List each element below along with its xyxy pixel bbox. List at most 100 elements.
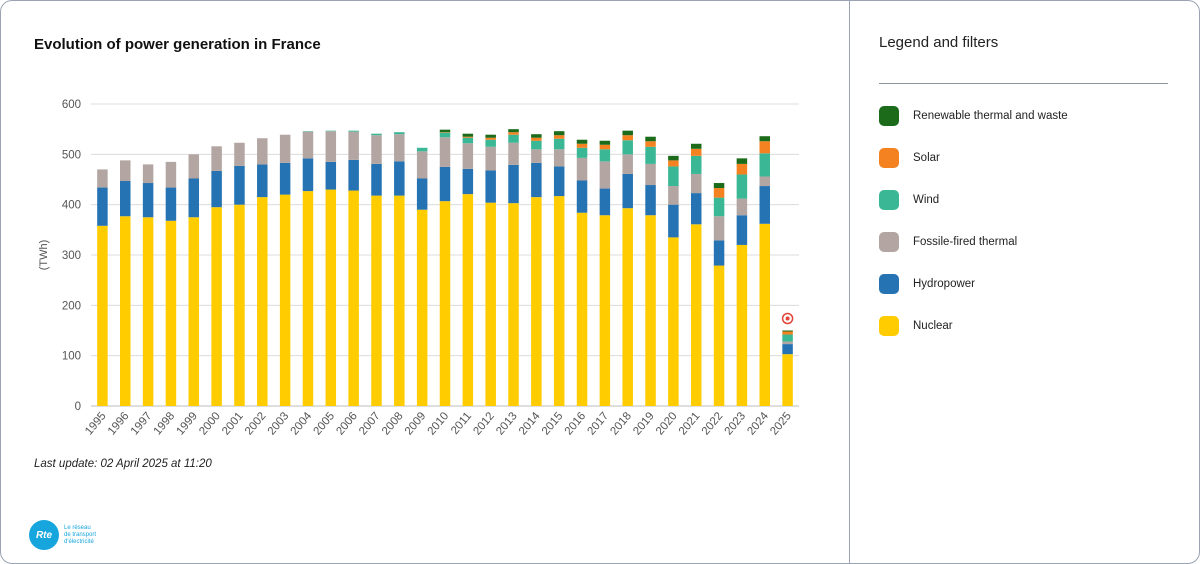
bar-segment[interactable]	[462, 136, 474, 138]
bar-segment[interactable]	[348, 159, 359, 191]
bar-segment[interactable]	[782, 331, 793, 335]
bar-segment[interactable]	[439, 132, 451, 133]
bar-segment[interactable]	[257, 164, 268, 198]
bar-segment[interactable]	[782, 354, 793, 406]
bar-segment[interactable]	[713, 265, 725, 406]
bar-stack-2006[interactable]	[348, 130, 359, 406]
bar-segment[interactable]	[325, 130, 337, 132]
bar-segment[interactable]	[234, 142, 245, 166]
bar-segment[interactable]	[485, 139, 496, 147]
bar-segment[interactable]	[188, 217, 200, 406]
bar-stack-1999[interactable]	[188, 154, 200, 406]
bar-segment[interactable]	[599, 144, 611, 150]
bar-segment[interactable]	[622, 173, 633, 209]
bar-stack-1996[interactable]	[120, 160, 131, 406]
bar-segment[interactable]	[120, 216, 131, 406]
bar-segment[interactable]	[439, 201, 451, 406]
bar-segment[interactable]	[97, 225, 108, 406]
bar-segment[interactable]	[668, 166, 679, 187]
bar-segment[interactable]	[759, 186, 770, 224]
bar-segment[interactable]	[508, 134, 519, 143]
bar-segment[interactable]	[599, 215, 611, 406]
bar-segment[interactable]	[690, 148, 702, 156]
bar-segment[interactable]	[394, 195, 405, 406]
bar-segment[interactable]	[531, 162, 542, 198]
bar-segment[interactable]	[120, 181, 131, 217]
bar-segment[interactable]	[462, 194, 474, 406]
bar-segment[interactable]	[622, 140, 633, 155]
legend-filter-wind[interactable]: Wind	[879, 179, 1179, 221]
bar-segment[interactable]	[97, 187, 108, 226]
bar-segment[interactable]	[485, 170, 496, 203]
bar-stack-2005[interactable]	[325, 130, 337, 406]
bar-segment[interactable]	[97, 169, 108, 188]
bar-segment[interactable]	[713, 188, 725, 198]
bar-segment[interactable]	[690, 193, 702, 225]
bar-segment[interactable]	[302, 191, 314, 406]
bar-segment[interactable]	[690, 143, 702, 149]
bar-segment[interactable]	[416, 178, 428, 210]
legend-filter-solar[interactable]: Solar	[879, 137, 1179, 179]
bar-segment[interactable]	[576, 147, 588, 158]
bar-segment[interactable]	[234, 165, 245, 205]
bar-segment[interactable]	[508, 142, 519, 165]
bar-segment[interactable]	[188, 178, 200, 218]
bar-segment[interactable]	[553, 131, 565, 136]
bar-stack-2021[interactable]	[690, 143, 702, 406]
bar-segment[interactable]	[508, 164, 519, 204]
bar-segment[interactable]	[713, 240, 725, 266]
bar-segment[interactable]	[279, 134, 291, 163]
bar-segment[interactable]	[302, 131, 314, 159]
bar-segment[interactable]	[782, 330, 793, 332]
bar-segment[interactable]	[599, 149, 611, 162]
bar-stack-2012[interactable]	[485, 134, 496, 406]
bar-segment[interactable]	[576, 180, 588, 213]
bar-stack-2023[interactable]	[736, 158, 748, 406]
bar-segment[interactable]	[211, 146, 222, 171]
bar-segment[interactable]	[599, 140, 611, 145]
bar-stack-2024[interactable]	[759, 136, 770, 406]
legend-filter-fossil-thermal[interactable]: Fossile-fired thermal	[879, 221, 1179, 263]
bar-stack-2010[interactable]	[439, 129, 451, 406]
bar-segment[interactable]	[348, 131, 359, 160]
bar-segment[interactable]	[485, 202, 496, 406]
bar-segment[interactable]	[462, 137, 474, 144]
bar-segment[interactable]	[371, 133, 382, 136]
bar-segment[interactable]	[553, 196, 565, 406]
bar-segment[interactable]	[668, 204, 679, 238]
bar-segment[interactable]	[645, 215, 656, 406]
bar-segment[interactable]	[759, 141, 770, 154]
bar-segment[interactable]	[348, 130, 359, 132]
bar-segment[interactable]	[462, 133, 474, 137]
bar-segment[interactable]	[713, 197, 725, 217]
bar-stack-1997[interactable]	[142, 164, 154, 406]
bar-segment[interactable]	[622, 135, 633, 141]
bar-segment[interactable]	[531, 140, 542, 150]
bar-stack-2025[interactable]	[782, 330, 793, 407]
bar-stack-2011[interactable]	[462, 133, 474, 406]
bar-segment[interactable]	[165, 187, 177, 221]
bar-segment[interactable]	[508, 132, 519, 135]
bar-segment[interactable]	[211, 170, 222, 208]
bar-segment[interactable]	[782, 344, 793, 355]
bar-stack-2000[interactable]	[211, 146, 222, 406]
bar-segment[interactable]	[211, 207, 222, 406]
bar-segment[interactable]	[531, 137, 542, 141]
bar-segment[interactable]	[531, 149, 542, 163]
bar-segment[interactable]	[142, 183, 154, 218]
bar-segment[interactable]	[553, 166, 565, 197]
bar-segment[interactable]	[736, 158, 748, 164]
bar-segment[interactable]	[690, 224, 702, 406]
bar-segment[interactable]	[622, 208, 633, 406]
bar-segment[interactable]	[142, 164, 154, 184]
bar-segment[interactable]	[394, 132, 405, 135]
bar-segment[interactable]	[576, 143, 588, 148]
bar-segment[interactable]	[759, 136, 770, 142]
bar-stack-2003[interactable]	[279, 134, 291, 406]
bar-segment[interactable]	[325, 161, 337, 190]
bar-segment[interactable]	[394, 134, 405, 162]
bar-stack-2001[interactable]	[234, 142, 245, 406]
bar-segment[interactable]	[165, 161, 177, 188]
bar-segment[interactable]	[531, 197, 542, 406]
bar-segment[interactable]	[416, 147, 428, 152]
